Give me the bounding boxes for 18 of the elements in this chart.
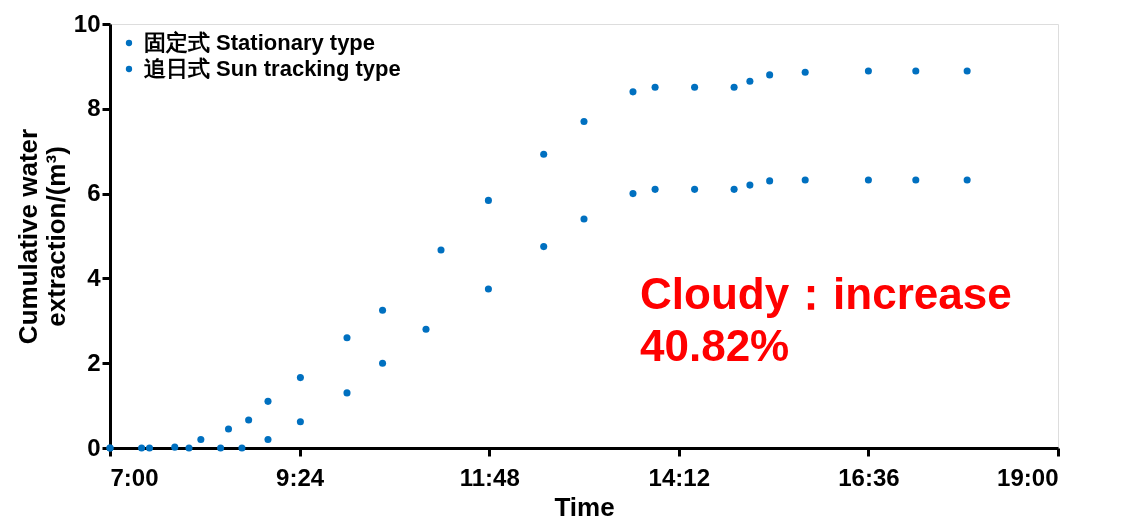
y-axis-title: Cumulative water extraction/(m³) [12, 128, 71, 345]
y-tick-label: 10 [73, 9, 101, 37]
annotation: 40.82% [640, 321, 790, 370]
x-tick-label: 16:36 [838, 463, 900, 491]
y-tick-label: 0 [87, 433, 101, 461]
y-tick-label: 8 [87, 94, 101, 122]
legend-label: 固定式 Stationary type [144, 30, 376, 55]
annotation: Cloudy：increase [640, 269, 1012, 318]
x-tick-label: 9:24 [276, 463, 325, 491]
y-tick-label: 2 [87, 348, 101, 376]
x-tick-label: 14:12 [648, 463, 710, 491]
x-axis-title: Time [554, 491, 615, 522]
y-tick-label: 4 [87, 263, 102, 291]
x-tick-label: 19:00 [997, 463, 1059, 491]
x-tick-label: 11:48 [459, 463, 520, 491]
x-tick-label: 7:00 [110, 463, 159, 491]
y-tick-label: 6 [87, 179, 101, 207]
legend-label: 追日式 Sun tracking type [144, 56, 401, 81]
